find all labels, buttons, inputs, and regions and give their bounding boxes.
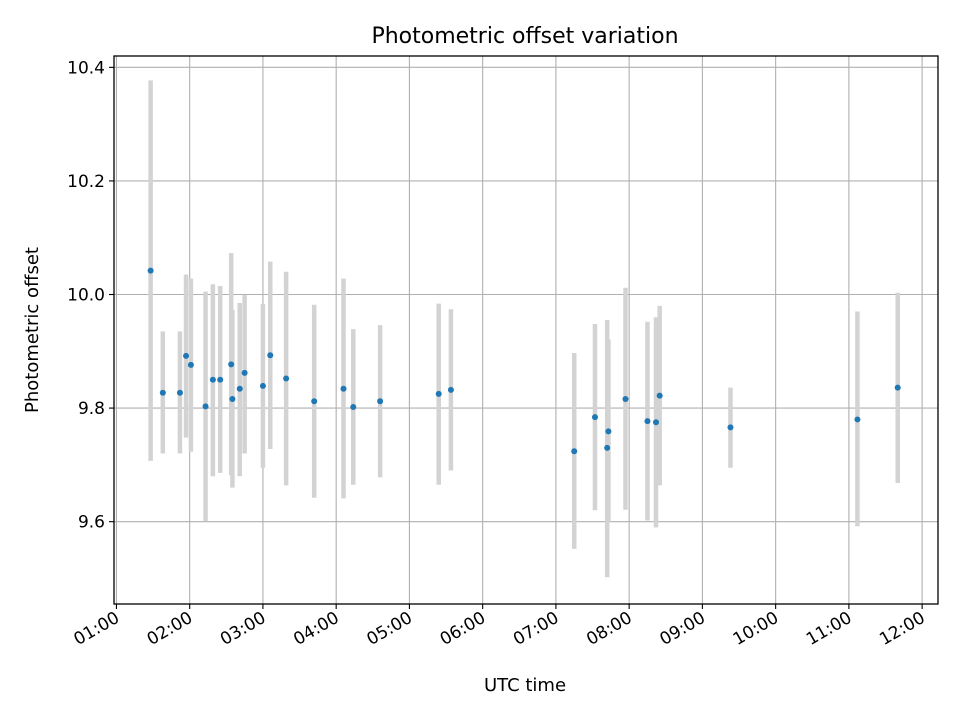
data-point [311,398,318,405]
data-point [259,382,266,389]
data-point [894,384,901,391]
y-ticks: 9.6 9.8 10.0 10.2 10.4 [67,58,114,533]
data-points [147,267,901,455]
data-point [854,416,861,423]
y-axis-label: Photometric offset [22,247,43,413]
data-point [447,386,454,393]
data-point [241,369,248,376]
x-tick-label: 03:00 [217,608,269,650]
chart-title: Photometric offset variation [371,24,678,49]
data-point [656,392,663,399]
data-point [229,395,236,402]
data-point [217,376,224,383]
data-point [605,428,612,435]
data-point [183,352,190,359]
x-tick-label: 06:00 [437,608,489,650]
data-point [377,398,384,405]
x-tick-label: 01:00 [71,608,123,650]
y-tick-label: 10.0 [67,286,105,306]
x-ticks: 01:00 02:00 03:00 04:00 05:00 06:00 07:00 08:00… [71,604,929,650]
data-point [350,403,357,410]
data-point [340,385,347,392]
grid-lines [114,56,938,604]
data-point [591,414,598,421]
data-point [147,267,154,274]
plot-frame [113,55,939,605]
y-tick-label: 9.6 [78,513,105,533]
data-point [644,418,651,425]
x-tick-label: 10:00 [730,608,782,650]
x-tick-label: 11:00 [803,608,855,650]
x-tick-label: 02:00 [144,608,196,650]
x-tick-label: 12:00 [876,608,928,650]
data-point [209,376,216,383]
x-tick-label: 08:00 [583,608,635,650]
data-point [267,352,274,359]
x-tick-label: 07:00 [510,608,562,650]
y-tick-label: 10.2 [67,172,105,192]
data-point [727,424,734,431]
y-tick-label: 9.8 [78,399,105,419]
data-point [283,375,290,382]
data-point [622,395,629,402]
x-axis-label: UTC time [484,675,566,696]
x-tick-label: 09:00 [656,608,708,650]
data-point [159,389,166,396]
data-point [604,444,611,451]
data-point [176,389,183,396]
data-point [202,403,209,410]
data-point [236,385,243,392]
data-point [187,361,194,368]
x-tick-label: 04:00 [290,608,342,650]
data-point [571,448,578,455]
x-tick-label: 05:00 [363,608,415,650]
data-point [435,390,442,397]
data-point [653,419,660,426]
y-tick-label: 10.4 [67,58,105,78]
data-point [228,361,235,368]
